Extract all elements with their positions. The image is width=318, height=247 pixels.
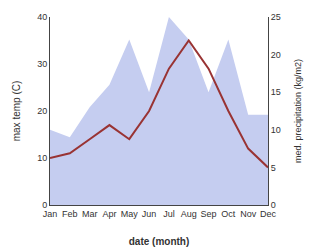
svg-text:5: 5: [271, 163, 276, 173]
svg-text:Jan: Jan: [43, 209, 58, 219]
svg-text:10: 10: [37, 153, 47, 163]
svg-text:max temp (C): max temp (C): [11, 81, 22, 142]
svg-text:30: 30: [37, 59, 47, 69]
svg-text:May: May: [121, 209, 139, 219]
svg-text:20: 20: [37, 106, 47, 116]
svg-text:Oct: Oct: [221, 209, 236, 219]
svg-text:0: 0: [42, 200, 47, 210]
svg-text:10: 10: [271, 125, 281, 135]
svg-text:0: 0: [271, 200, 276, 210]
svg-text:Sep: Sep: [201, 209, 217, 219]
svg-text:Nov: Nov: [240, 209, 257, 219]
svg-text:Jul: Jul: [163, 209, 175, 219]
svg-text:Mar: Mar: [82, 209, 98, 219]
svg-text:date (month): date (month): [129, 236, 190, 247]
svg-text:Feb: Feb: [62, 209, 78, 219]
svg-text:15: 15: [271, 87, 281, 97]
svg-text:40: 40: [37, 12, 47, 22]
svg-text:Jun: Jun: [142, 209, 157, 219]
svg-text:Aug: Aug: [181, 209, 197, 219]
svg-text:20: 20: [271, 50, 281, 60]
svg-text:Dec: Dec: [260, 209, 277, 219]
svg-text:med. precipitation (kg/m2): med. precipitation (kg/m2): [293, 59, 303, 163]
svg-text:25: 25: [271, 12, 281, 22]
svg-text:Apr: Apr: [102, 209, 116, 219]
